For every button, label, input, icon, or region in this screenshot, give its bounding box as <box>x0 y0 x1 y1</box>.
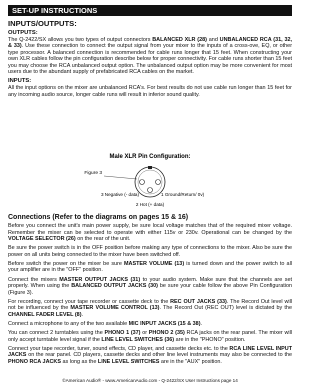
text-run: . <box>81 311 84 318</box>
bold-text: PHONO 1 (37) <box>104 330 141 337</box>
text-run: as long as the <box>60 359 98 365</box>
outputs-paragraph: The Q-2422/SX allows you two types of ou… <box>8 37 292 76</box>
text-run: are in the "PHONO" position. <box>174 336 246 343</box>
connector-inner <box>137 169 163 195</box>
text-run: on the rear panel. CD players, cassette … <box>26 352 292 359</box>
text-run: Connect the mixers <box>8 276 60 283</box>
outputs-heading: OUTPUTS: <box>8 30 38 36</box>
bold-text: PHONO 2 (35) <box>148 330 185 337</box>
text-run: or <box>140 330 149 337</box>
connection-paragraph: Connect a microphone to any of the two a… <box>8 321 292 328</box>
connection-paragraph: Connect your tape recorder, tuner, sound… <box>8 346 292 366</box>
text-run: Before you connect the unit's main power… <box>8 223 292 236</box>
text-run: Connect a microphone to any of the two a… <box>8 321 129 328</box>
bold-text: BALANCED XLR (28) <box>152 36 207 43</box>
connection-paragraph: Before you connect the unit's main power… <box>8 223 292 243</box>
text-run: is turned down and the power switch to a… <box>8 260 292 274</box>
xlr-figure: Male XLR Pin Configuration: Figure 3 3 N… <box>84 154 205 207</box>
text-run: . The Record Out (REC OUT) level is dict… <box>159 305 292 312</box>
text-run: Before switch the power on the mixer be … <box>8 260 125 267</box>
inputs-heading: INPUTS: <box>8 78 32 85</box>
text-run: . The Record Out level will not be influ… <box>8 298 293 312</box>
connections-heading: Connections (Refer to the diagrams on pa… <box>8 214 189 221</box>
footer: ©American Audio® - www.AmericanAudio.com… <box>62 378 238 383</box>
bold-text: MIC INPUT JACKS (15 & 38) <box>128 321 201 328</box>
bold-text: MASTER VOLUME CONTROL (13) <box>70 305 160 312</box>
text-run: on the rear of the unit. <box>75 236 131 243</box>
section-header: SET-UP INSTRUCTIONS <box>8 5 292 16</box>
bold-text: LINE LEVEL SWITCHES (36) <box>101 336 175 343</box>
text-run: For recording, connect your tape recorde… <box>8 298 171 305</box>
text-run: . <box>200 321 203 328</box>
pin <box>139 179 145 185</box>
connector-key <box>148 166 152 169</box>
bold-text: MASTER OUTPUT JACKS (31) <box>59 276 141 283</box>
inputs-paragraph: All the input options on the mixer are u… <box>8 85 292 98</box>
bold-text: MASTER VOLUME (13) <box>124 260 185 267</box>
text-run: RCA jacks on the rear panel. The mixer w… <box>8 330 293 343</box>
bold-text: BALANCED OUTPUT JACKS (30) <box>71 283 158 290</box>
pin-label: 1 Ground/Return/ 0v) <box>161 192 205 197</box>
pin <box>155 179 161 185</box>
page: SET-UP INSTRUCTIONS INPUTS/OUTPUTS: OUTP… <box>8 5 292 383</box>
connection-paragraph: Before switch the power on the mixer be … <box>8 261 292 274</box>
bold-text: RCA LINE LEVEL INPUT JACKS <box>8 345 293 359</box>
text-run: All the input options on the mixer are u… <box>8 84 292 98</box>
bold-text: CHANNEL FADER LEVEL (8) <box>8 311 82 318</box>
text-run: . Use these connection to connect the ou… <box>8 43 293 76</box>
text-run: to your audio system. Make sure that the… <box>8 276 292 290</box>
section-title: INPUTS/OUTPUTS: <box>8 19 77 28</box>
text-run: The Q-2422/SX allows you two types of ou… <box>8 36 153 43</box>
connections-block: Connections (Refer to the diagrams on pa… <box>8 213 292 368</box>
pin <box>147 187 153 193</box>
text-run: Be sure the power switch is in the OFF p… <box>8 245 292 258</box>
text-run: be sure your cable follow the above Pin … <box>8 283 293 296</box>
text-run: You can connect 2 turntables using the <box>8 330 105 337</box>
text-run: are in the "AUX" position. <box>159 359 222 365</box>
connection-paragraph: Be sure the power switch is in the OFF p… <box>8 245 292 258</box>
bold-text: REC OUT JACKS (33) <box>170 298 227 305</box>
leader-line <box>103 175 138 180</box>
bold-text: PHONO RCA JACKS <box>8 359 61 365</box>
bold-text: VOLTAGE SELECTOR (26) <box>8 236 76 243</box>
pin-label: 3 Negative (- data) <box>101 192 140 197</box>
text-run: and <box>206 36 220 43</box>
pin-label: 2 Hot (+ data) <box>136 202 165 207</box>
connection-paragraph: For recording, connect your tape recorde… <box>8 299 292 319</box>
page-body: SET-UP INSTRUCTIONS INPUTS/OUTPUTS: OUTP… <box>8 5 293 383</box>
connection-paragraph: Connect the mixers MASTER OUTPUT JACKS (… <box>8 277 292 297</box>
text-run: Connect your tape recorder, tuner, sound… <box>8 345 230 352</box>
bold-text: LINE LEVEL SWITCHES <box>97 359 160 365</box>
bold-text: UNBALANCED RCA (31, 32, & 33) <box>8 36 293 50</box>
io-block: OUTPUTS: The Q-2422/SX allows you two ty… <box>8 30 292 101</box>
figure-caption: Figure 3 <box>84 170 102 176</box>
connection-paragraph: You can connect 2 turntables using the P… <box>8 330 292 343</box>
figure-title: Male XLR Pin Configuration: <box>110 154 191 160</box>
